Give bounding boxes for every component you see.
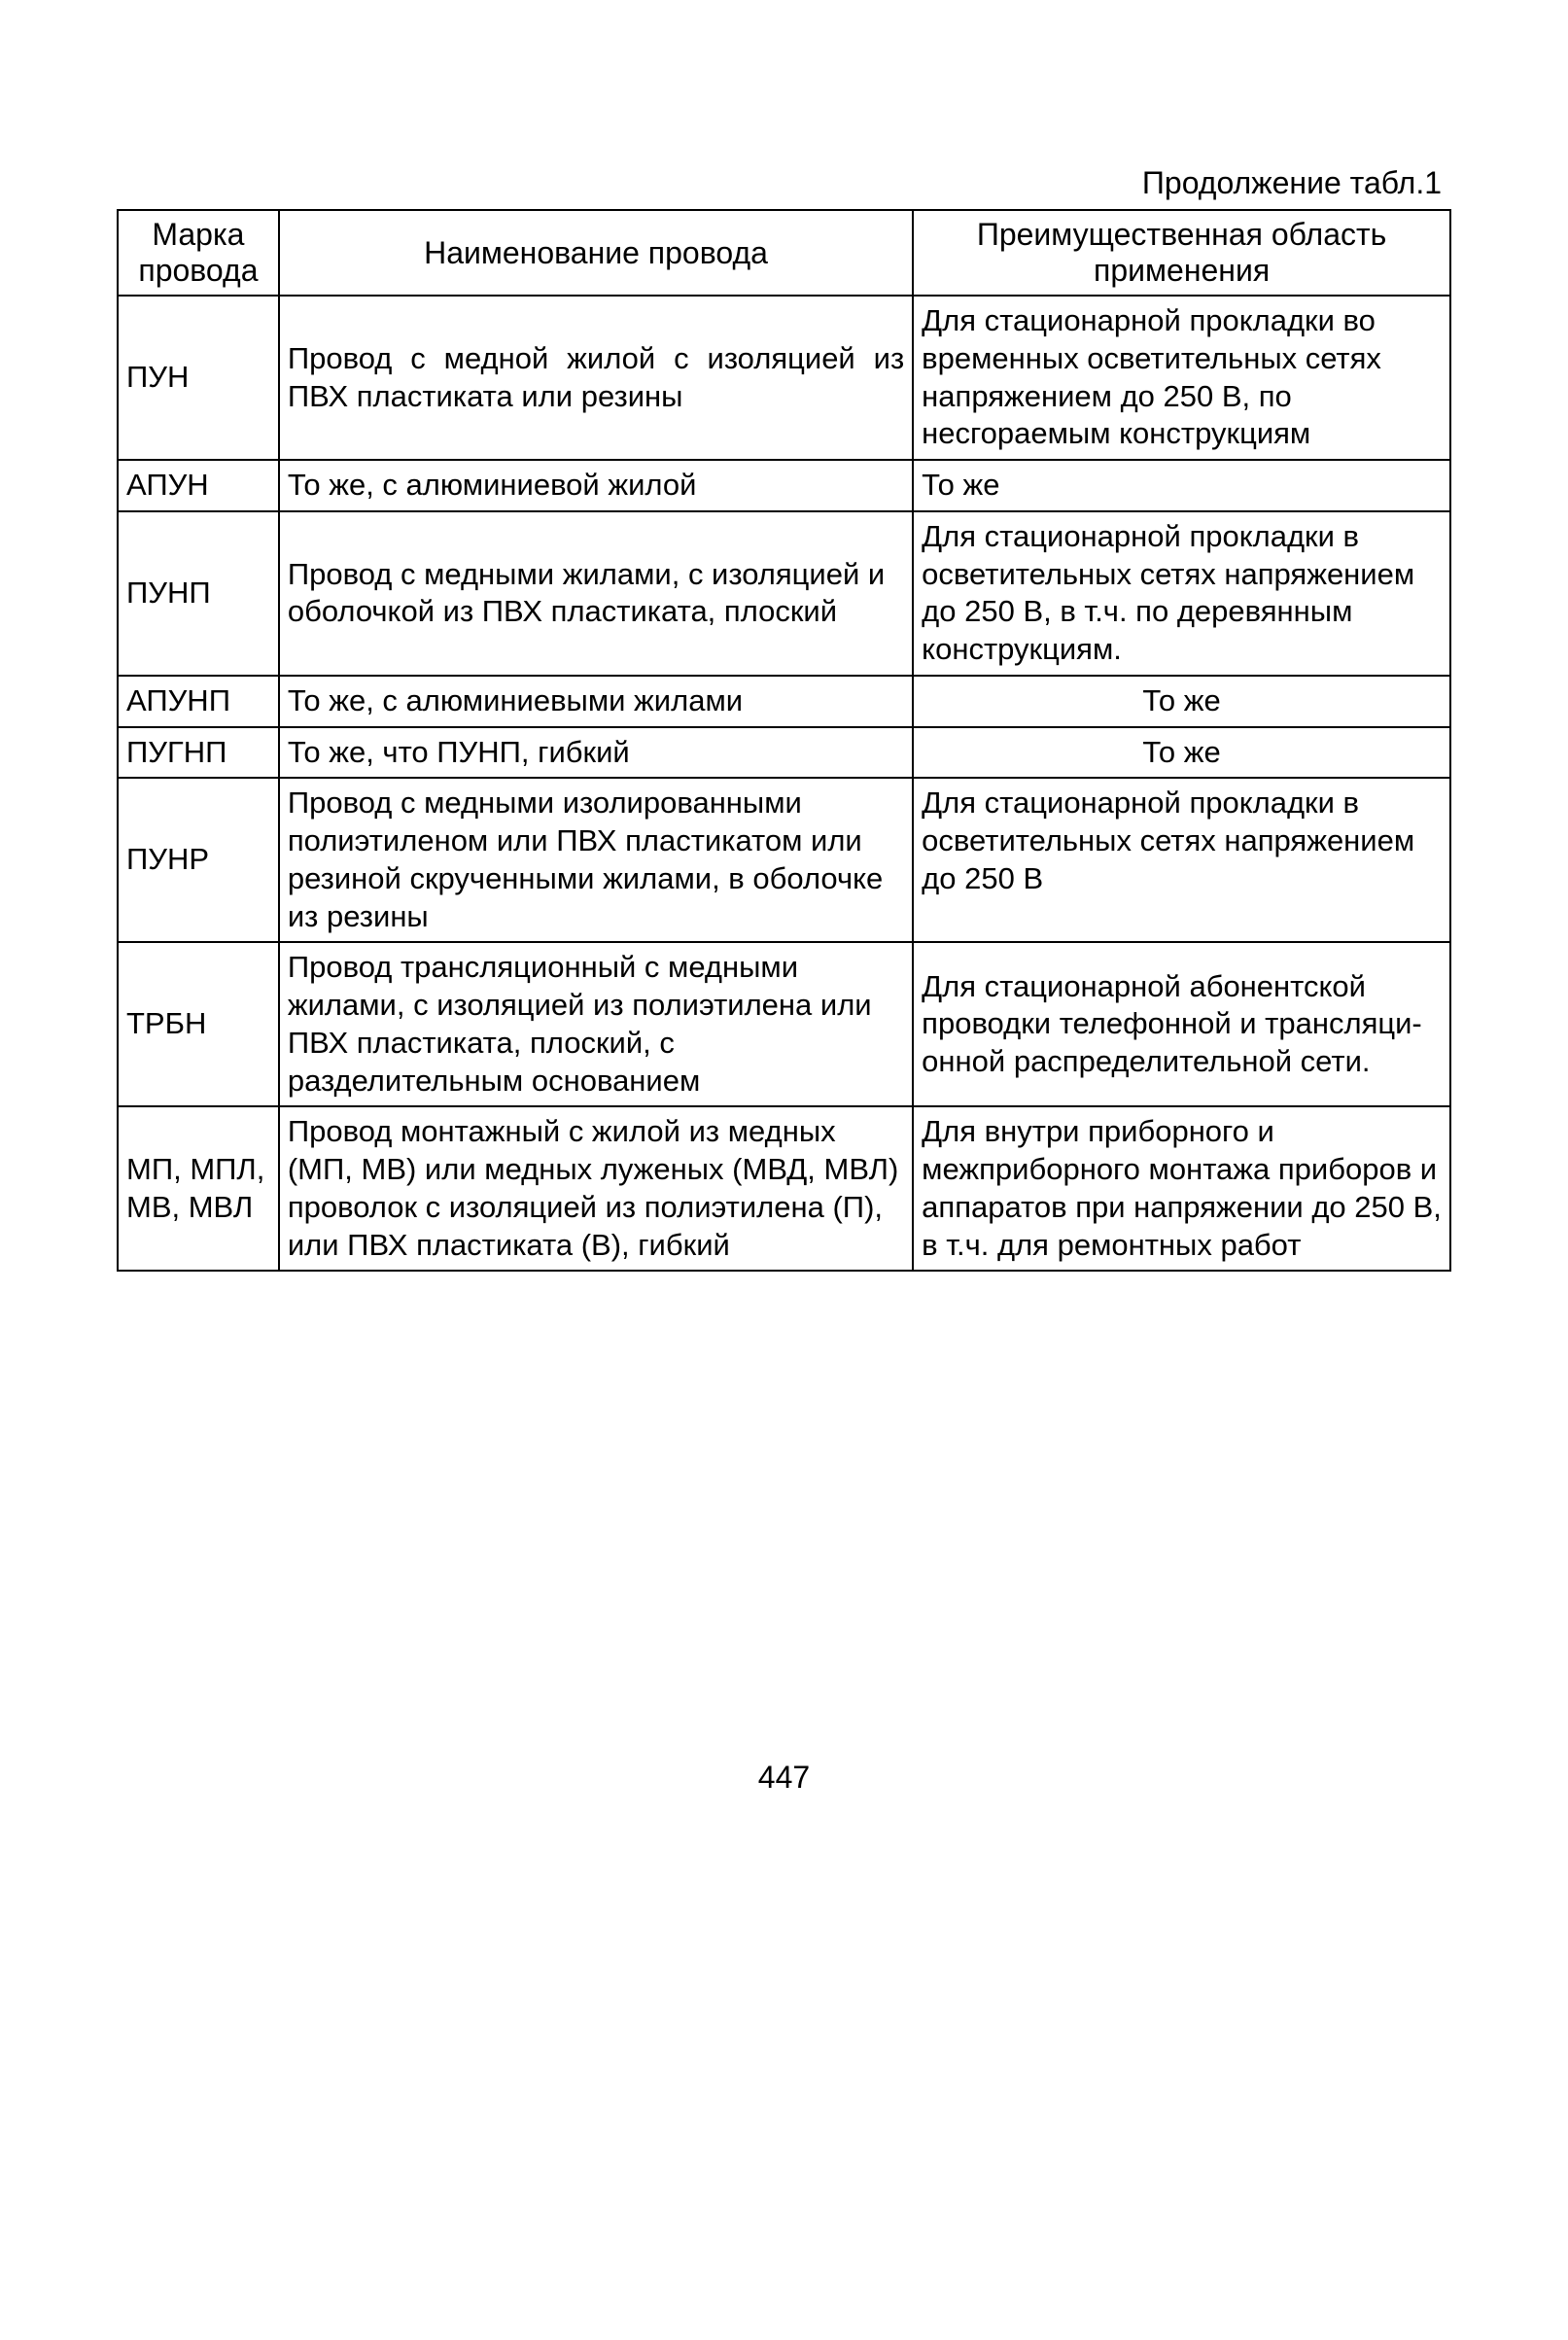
cell-app: То же (913, 727, 1450, 779)
cell-name: Провод с медными жилами, с изоляцией и о… (279, 511, 913, 676)
cell-app: Для внутри приборного и межприборного мо… (913, 1106, 1450, 1271)
table-row: ПУНП Провод с медными жилами, с изоляцие… (118, 511, 1450, 676)
cell-app: То же (913, 676, 1450, 727)
cell-app: Для стационарной прок­ладки в осветитель… (913, 778, 1450, 942)
table-row: ПУГНП То же, что ПУНП, гибкий То же (118, 727, 1450, 779)
wire-table: Марка провода Наименование провода Преим… (117, 209, 1451, 1272)
cell-marka: МП, МПЛ, МВ, МВЛ (118, 1106, 279, 1271)
cell-marka: ПУН (118, 296, 279, 460)
cell-name: Провод трансляционный с мед­ными жилами,… (279, 942, 913, 1106)
cell-name: То же, с алюминиевой жилой (279, 460, 913, 511)
cell-marka: АПУНП (118, 676, 279, 727)
table-row: АПУН То же, с алюминиевой жилой То же (118, 460, 1450, 511)
cell-app: Для стационарной або­нентской проводки т… (913, 942, 1450, 1106)
table-row: МП, МПЛ, МВ, МВЛ Провод монтажный с жило… (118, 1106, 1450, 1271)
page-number: 447 (0, 1760, 1568, 1796)
cell-marka: АПУН (118, 460, 279, 511)
table-row: ТРБН Провод трансляционный с мед­ными жи… (118, 942, 1450, 1106)
col-header-marka: Марка провода (118, 210, 279, 296)
cell-name: То же, с алюминиевыми жилами (279, 676, 913, 727)
col-header-app: Преимущественная область применения (913, 210, 1450, 296)
cell-marka: ТРБН (118, 942, 279, 1106)
cell-marka: ПУНР (118, 778, 279, 942)
cell-name: Провод монтажный с жилой из медных (МП, … (279, 1106, 913, 1271)
cell-name: Провод с медной жилой с изоля­цией из ПВ… (279, 296, 913, 460)
table-continuation-label: Продолжение табл.1 (117, 165, 1451, 201)
table-header-row: Марка провода Наименование провода Преим… (118, 210, 1450, 296)
cell-app: То же (913, 460, 1450, 511)
cell-marka: ПУНП (118, 511, 279, 676)
table-row: ПУН Провод с медной жилой с изоля­цией и… (118, 296, 1450, 460)
cell-name: То же, что ПУНП, гибкий (279, 727, 913, 779)
col-header-name: Наименование провода (279, 210, 913, 296)
table-row: ПУНР Провод с медными изолирован­ными по… (118, 778, 1450, 942)
cell-name: Провод с медными изолирован­ными полиэти… (279, 778, 913, 942)
cell-app: Для стационарной прок­ладки во временных… (913, 296, 1450, 460)
cell-marka: ПУГНП (118, 727, 279, 779)
table-row: АПУНП То же, с алюминиевыми жилами То же (118, 676, 1450, 727)
cell-app: Для стационарной про­кладки в осветитель… (913, 511, 1450, 676)
